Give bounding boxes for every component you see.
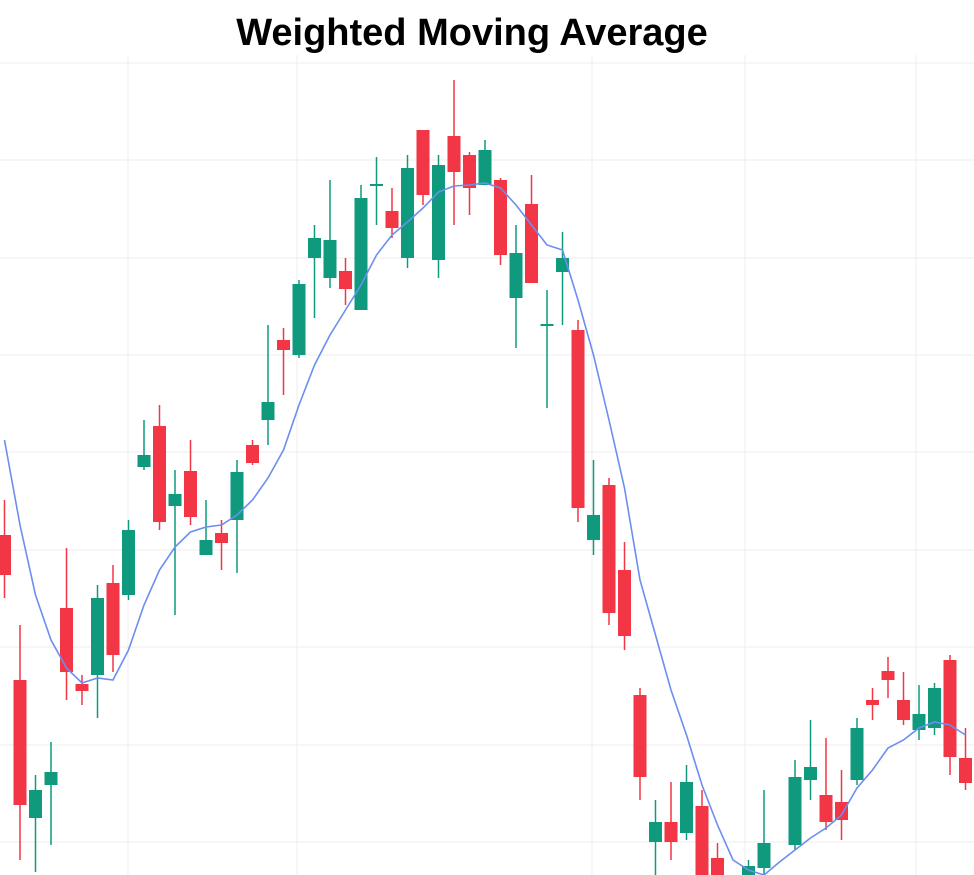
candle-body	[106, 583, 120, 655]
candle-body	[401, 168, 414, 258]
candle-body	[711, 858, 724, 875]
x-grid	[127, 55, 917, 875]
candle-body	[664, 822, 678, 842]
candle-body	[695, 806, 709, 875]
candle-body	[370, 184, 383, 186]
candle-body	[850, 728, 864, 780]
candle-body	[447, 136, 461, 172]
candle-body	[943, 660, 957, 757]
candle-body	[897, 700, 910, 720]
candle-body	[494, 180, 507, 255]
candle-body	[137, 455, 151, 467]
candle-body	[323, 240, 337, 278]
candle-body	[261, 402, 275, 420]
candle-body	[215, 533, 228, 543]
candle-body	[44, 772, 58, 785]
candle-body	[75, 684, 89, 691]
candle-body	[339, 271, 352, 289]
candle-body	[0, 535, 11, 575]
candle-body	[60, 608, 73, 672]
candle-body	[587, 515, 600, 540]
candle-body	[385, 211, 399, 228]
candle-body	[633, 695, 647, 777]
candle-body	[819, 795, 833, 822]
candle-body	[230, 472, 244, 520]
candle-body	[571, 330, 585, 508]
candle-body	[525, 204, 538, 283]
candle-body	[788, 777, 802, 845]
candle-body	[602, 485, 616, 613]
candle-body	[292, 284, 306, 355]
candle-body	[29, 790, 42, 818]
candle-body	[168, 494, 182, 506]
candle-body	[649, 822, 662, 842]
candle-body	[928, 688, 941, 728]
candle-body	[680, 782, 693, 833]
candle-body	[246, 445, 259, 463]
candle-body	[91, 598, 104, 675]
candle-body	[153, 426, 166, 522]
candle-body	[432, 165, 445, 260]
candle-body	[416, 130, 430, 195]
candle-body	[478, 150, 492, 185]
candle-body	[184, 471, 197, 517]
candle-body	[308, 238, 321, 258]
candle-body	[13, 680, 27, 805]
candle-body	[959, 758, 972, 783]
candle-body	[509, 253, 523, 298]
plot-area	[0, 62, 974, 875]
wma-line	[3, 182, 966, 875]
candle-body	[277, 340, 290, 350]
candle-body	[354, 198, 368, 310]
candle-body	[804, 767, 817, 780]
candle-body	[881, 671, 895, 680]
candle-body	[122, 530, 135, 595]
candle-body	[866, 700, 879, 705]
candle-body	[618, 570, 631, 636]
candle-body	[757, 843, 771, 868]
chart-title: Weighted Moving Average	[236, 12, 708, 54]
candle-body	[463, 155, 476, 188]
candle-body	[199, 540, 213, 555]
candle-body	[540, 324, 554, 326]
candle-body	[835, 802, 848, 820]
